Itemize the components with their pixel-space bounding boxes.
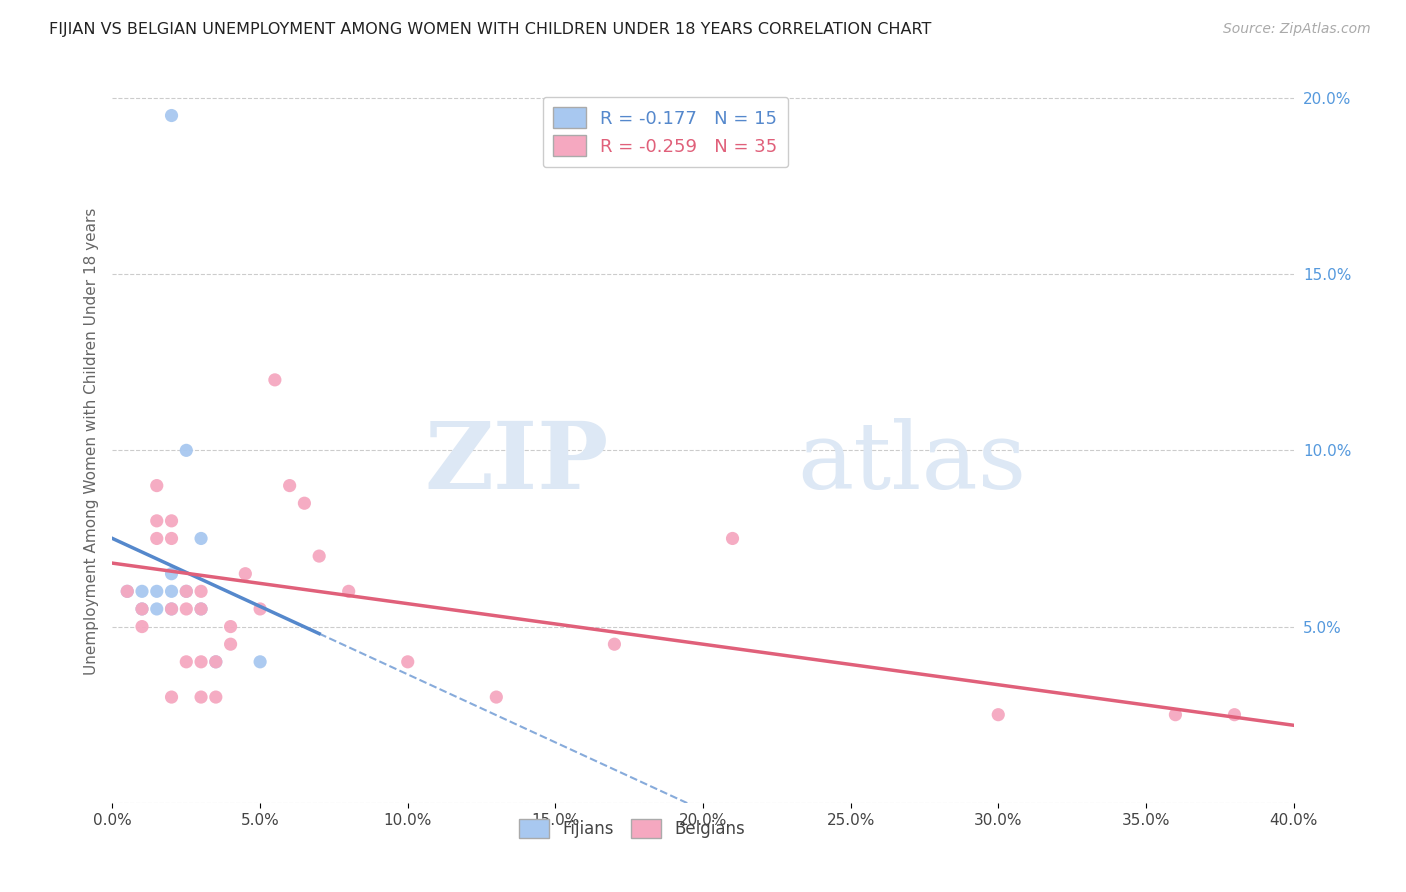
Point	[117, 584, 138, 599]
Point	[205, 690, 228, 704]
Point	[160, 566, 183, 581]
Point	[160, 690, 183, 704]
Point	[174, 443, 197, 458]
Point	[721, 532, 744, 546]
Point	[146, 532, 169, 546]
Point	[337, 584, 360, 599]
Point	[174, 584, 197, 599]
Point	[233, 566, 256, 581]
Point	[278, 478, 301, 492]
Point	[160, 514, 183, 528]
Point	[131, 602, 153, 616]
Point	[190, 655, 212, 669]
Point	[190, 690, 212, 704]
Point	[190, 532, 212, 546]
Point	[987, 707, 1010, 722]
Point	[174, 655, 197, 669]
Point	[131, 584, 153, 599]
Point	[603, 637, 626, 651]
Legend: Fijians, Belgians: Fijians, Belgians	[513, 813, 752, 845]
Point	[485, 690, 508, 704]
Point	[264, 373, 287, 387]
Point	[308, 549, 330, 563]
Point	[146, 514, 169, 528]
Point	[190, 602, 212, 616]
Point	[160, 532, 183, 546]
Point	[174, 584, 197, 599]
Y-axis label: Unemployment Among Women with Children Under 18 years: Unemployment Among Women with Children U…	[83, 208, 98, 675]
Point	[160, 584, 183, 599]
Point	[292, 496, 315, 510]
Point	[396, 655, 419, 669]
Point	[1164, 707, 1187, 722]
Point	[205, 655, 228, 669]
Point	[131, 619, 153, 633]
Point	[117, 584, 138, 599]
Point	[205, 655, 228, 669]
Text: Source: ZipAtlas.com: Source: ZipAtlas.com	[1223, 22, 1371, 37]
Point	[160, 602, 183, 616]
Point	[146, 478, 169, 492]
Point	[160, 109, 183, 123]
Point	[190, 602, 212, 616]
Point	[174, 602, 197, 616]
Point	[190, 584, 212, 599]
Point	[146, 602, 169, 616]
Point	[219, 619, 242, 633]
Point	[131, 602, 153, 616]
Point	[219, 637, 242, 651]
Point	[146, 584, 169, 599]
Text: ZIP: ZIP	[425, 418, 609, 508]
Point	[249, 602, 271, 616]
Point	[1223, 707, 1246, 722]
Text: atlas: atlas	[797, 418, 1026, 508]
Point	[160, 602, 183, 616]
Text: FIJIAN VS BELGIAN UNEMPLOYMENT AMONG WOMEN WITH CHILDREN UNDER 18 YEARS CORRELAT: FIJIAN VS BELGIAN UNEMPLOYMENT AMONG WOM…	[49, 22, 932, 37]
Point	[249, 655, 271, 669]
